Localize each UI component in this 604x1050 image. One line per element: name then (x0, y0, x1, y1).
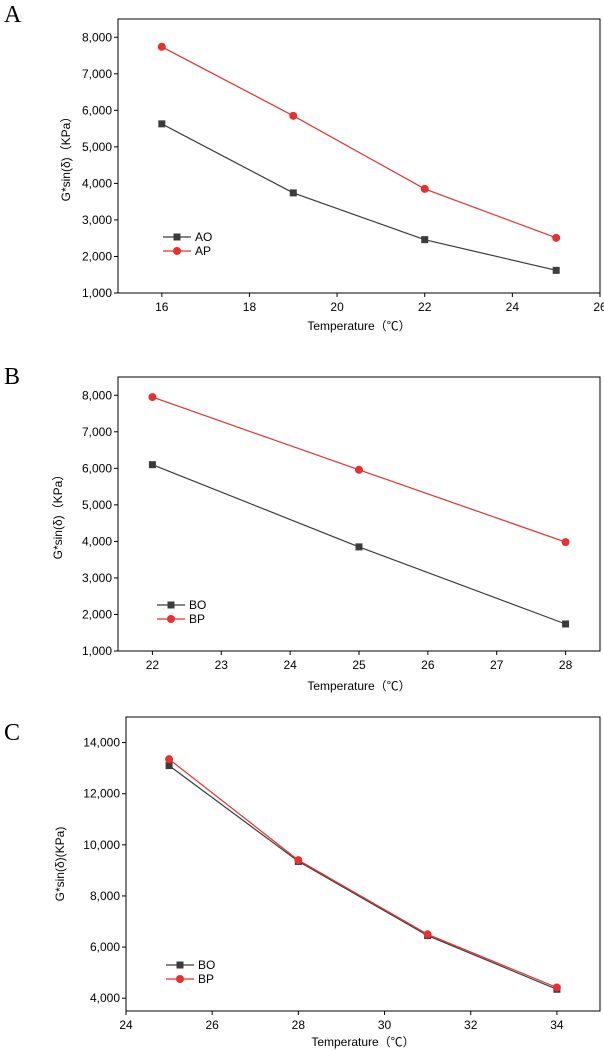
x-tick-label: 28 (559, 658, 573, 672)
x-tick-label: 23 (215, 658, 229, 672)
data-point-ap (289, 111, 298, 120)
series-line-bo (168, 765, 558, 990)
data-point-ao (552, 266, 560, 274)
series-line-bp (168, 758, 558, 989)
data-point-bp (355, 465, 363, 474)
x-tick-label: 34 (550, 1018, 564, 1032)
panel-b: B 1,000 2,000 3,000 4,000 5,000 6,000 7,000 8,00… (4, 364, 601, 693)
legend-marker-bp (167, 615, 175, 623)
y-tick-label: 3,000 (82, 213, 112, 227)
x-tick-label: 27 (490, 658, 504, 672)
data-point-bo (148, 461, 156, 469)
y-tick-label: 6,000 (90, 940, 120, 954)
data-point-bp (165, 755, 174, 764)
y-tick-label: 2,000 (82, 249, 112, 263)
x-tick-label: 26 (206, 1018, 220, 1032)
y-tick-label: 3,000 (82, 571, 112, 585)
y-tick-label: 10,000 (83, 838, 120, 852)
y-tick-label: 7,000 (82, 425, 112, 439)
legend-label-bo: BO (189, 598, 206, 612)
legend-label-bo: BO (198, 958, 215, 972)
y-tick-label: 8,000 (82, 30, 112, 44)
legend-label-ap: AP (195, 244, 211, 258)
legend-label-bp: BP (189, 612, 205, 626)
data-point-bo (165, 762, 173, 770)
y-tick-label: 5,000 (82, 140, 112, 154)
data-point-bp (423, 930, 432, 939)
x-tick-label: 32 (464, 1018, 478, 1032)
y-tick-label: 2,000 (82, 607, 112, 621)
x-tick-label: 24 (283, 658, 297, 672)
panel-a: A 1,000 2,000 3,000 4,000 5,000 6,000 7,000 8,00… (4, 2, 604, 333)
y-tick-label: 4,000 (82, 176, 112, 190)
series-line-ap (161, 46, 557, 239)
y-tick-label: 4,000 (90, 991, 120, 1005)
data-point-bp (552, 983, 561, 992)
data-point-ap (552, 233, 561, 242)
x-tick-label: 25 (352, 658, 366, 672)
data-point-ap (157, 42, 166, 51)
y-tick-label: 4,000 (82, 534, 112, 548)
plot-frame (117, 18, 601, 294)
x-tick-label: 20 (330, 300, 344, 314)
legend-marker-ap (173, 247, 181, 255)
x-tick-label: 24 (119, 1018, 133, 1032)
x-tick-label: 16 (155, 300, 169, 314)
data-point-ao (289, 189, 297, 197)
legend-marker-bp (176, 975, 184, 983)
y-tick-label: 12,000 (83, 787, 120, 801)
data-point-bo (355, 543, 363, 551)
x-tick-label: 24 (506, 300, 520, 314)
x-tick-label: 26 (421, 658, 435, 672)
x-tick-label: 28 (292, 1018, 306, 1032)
y-tick-label: 7,000 (82, 67, 112, 81)
y-tick-label: 6,000 (82, 103, 112, 117)
data-point-bp (294, 856, 303, 865)
x-tick-label: 18 (243, 300, 257, 314)
panel-c: C 4,000 6,000 8,000 10,000 12,000 14,000 24 26 28… (4, 716, 601, 1049)
y-tick-label: 8,000 (90, 889, 120, 903)
y-axis-title: G*sin(δ)(KPa) (53, 827, 67, 902)
y-tick-label: 6,000 (82, 461, 112, 475)
panel-letter: C (4, 720, 20, 746)
legend-marker-bo (176, 961, 184, 969)
y-tick-label: 1,000 (82, 644, 112, 658)
legend-marker-ao (173, 233, 181, 241)
y-axis-title: G*sin(δ)（KPa） (51, 469, 65, 560)
data-point-ao (421, 236, 429, 244)
y-tick-label: 1,000 (82, 286, 112, 300)
data-point-bo (562, 620, 570, 628)
y-tick-label: 14,000 (83, 736, 120, 750)
data-point-ao (158, 120, 166, 128)
plot-frame (125, 716, 601, 1012)
data-point-bp (561, 538, 570, 547)
y-tick-label: 8,000 (82, 388, 112, 402)
x-tick-label: 22 (418, 300, 432, 314)
x-axis-title: Temperature（℃） (311, 1035, 414, 1049)
legend-label-ao: AO (195, 230, 212, 244)
y-tick-label: 5,000 (82, 498, 112, 512)
x-axis-title: Temperature（℃） (307, 679, 410, 693)
x-tick-label: 26 (593, 300, 604, 314)
panel-letter: A (4, 2, 22, 28)
x-tick-label: 22 (146, 658, 160, 672)
data-point-ap (420, 184, 429, 193)
y-axis-title: G*sin(δ)（KPa） (59, 111, 73, 202)
x-axis-title: Temperature（℃） (307, 319, 410, 333)
legend-label-bp: BP (198, 972, 214, 986)
legend-marker-bo (167, 601, 175, 609)
data-point-bp (148, 393, 157, 402)
x-tick-label: 30 (378, 1018, 392, 1032)
panel-letter: B (4, 364, 20, 390)
series-line-ao (161, 123, 557, 271)
